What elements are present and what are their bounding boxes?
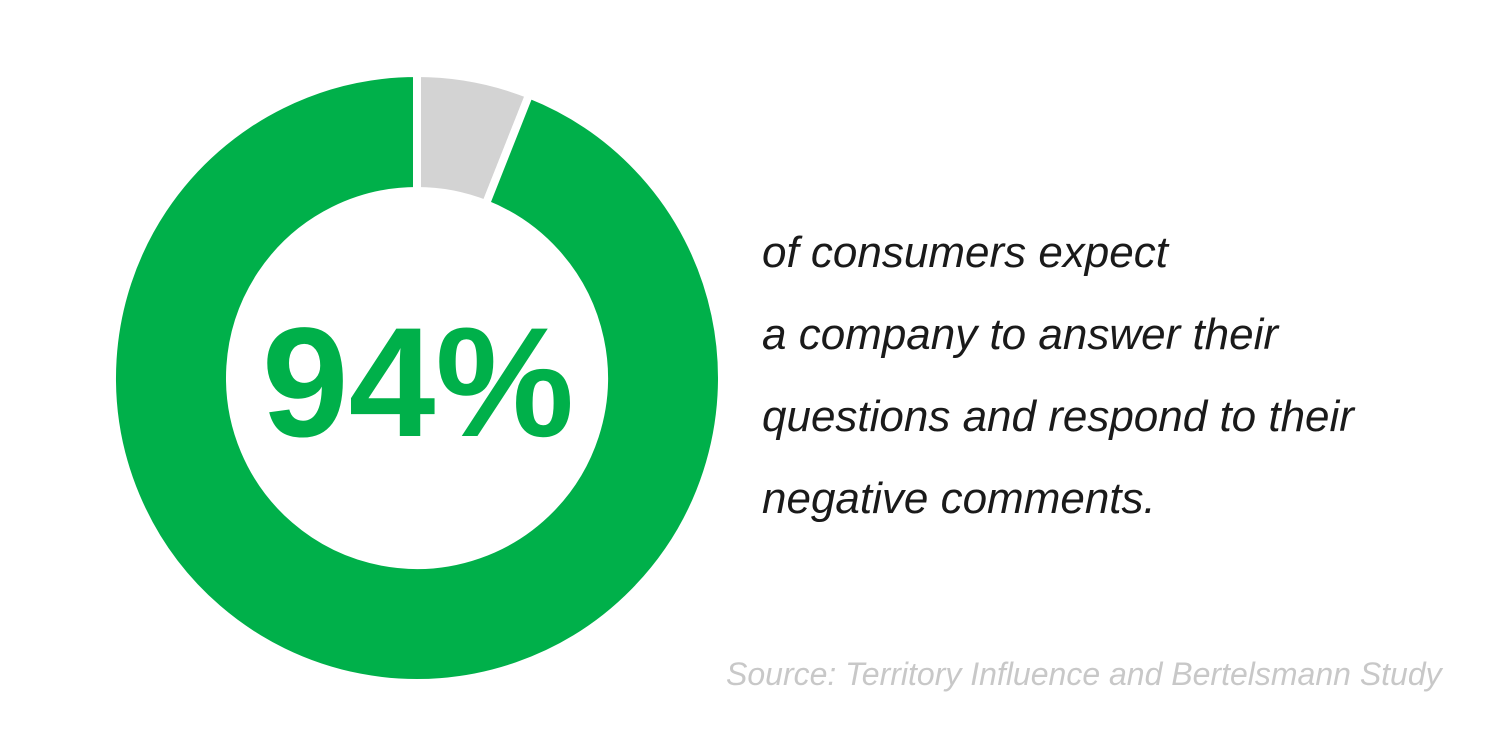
donut-slice-main [108, 68, 726, 687]
statement-line-4: negative comments. [762, 474, 1156, 523]
source-citation: Source: Territory Influence and Bertelsm… [726, 656, 1442, 692]
center-percentage-label: 94% [261, 296, 575, 470]
statement-line-3: questions and respond to their [762, 392, 1354, 441]
statement-line-2: a company to answer their [762, 310, 1279, 359]
statement-line-1: of consumers expect [762, 228, 1168, 277]
statement-text: of consumers expect a company to answer … [762, 212, 1482, 540]
